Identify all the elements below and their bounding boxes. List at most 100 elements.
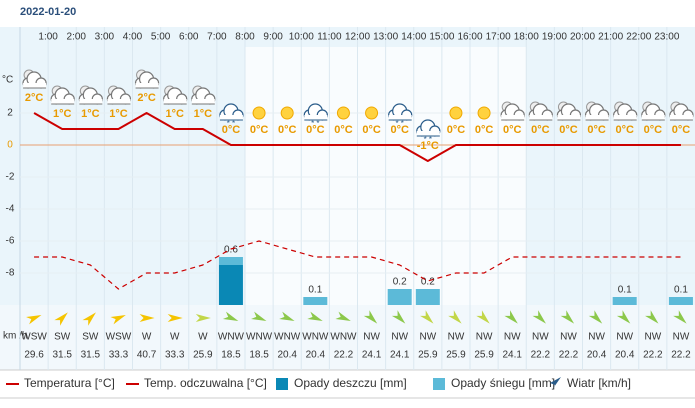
- legend-swatch: [550, 377, 561, 390]
- wind-arrow: [195, 314, 211, 322]
- temp-label: 0°C: [559, 124, 578, 136]
- x-tick-label: 19:00: [542, 32, 567, 43]
- snow-bar: [668, 297, 693, 305]
- wind-direction: W: [170, 332, 180, 343]
- legend-label: Temperatura [°C]: [24, 376, 115, 390]
- snow-bar: [303, 297, 328, 305]
- y-tick-label: -4: [6, 204, 15, 215]
- icon-part: [79, 99, 103, 104]
- wind-direction: NW: [391, 332, 408, 343]
- wind-speed: 25.9: [193, 350, 213, 361]
- temp-label: 0°C: [644, 124, 663, 136]
- icon-part: [135, 83, 159, 88]
- x-tick-label: 23:00: [654, 32, 679, 43]
- x-tick-label: 10:00: [289, 32, 314, 43]
- weather-icon: [78, 87, 103, 105]
- wind-direction: SW: [82, 332, 99, 343]
- weather-icon: [191, 87, 216, 105]
- legend-label: Opady śniegu [mm]: [451, 376, 555, 390]
- snow-bar: [612, 297, 637, 305]
- temp-label: -1°C: [417, 140, 439, 152]
- wind-direction: NW: [448, 332, 465, 343]
- temp-label: 0°C: [475, 124, 494, 136]
- wind-speed: 22.2: [671, 350, 691, 361]
- icon-part: [585, 115, 609, 120]
- weather-icon: [50, 87, 75, 105]
- wind-speed: 18.5: [249, 350, 269, 361]
- x-tick-label: 14:00: [401, 32, 426, 43]
- x-tick-label: 9:00: [263, 32, 283, 43]
- wind-speed: 22.2: [334, 350, 354, 361]
- precip-label: 0.1: [308, 285, 322, 296]
- wind-arrow: [673, 310, 687, 324]
- wind-arrow: [616, 310, 631, 324]
- x-tick-label: 12:00: [345, 32, 370, 43]
- wind-arrow: [588, 310, 603, 324]
- weather-icon: * *: [311, 119, 319, 128]
- wind-arrow: [251, 311, 267, 322]
- legend-label: Temp. odczuwalna [°C]: [144, 376, 267, 390]
- wind-speed: 33.3: [165, 350, 185, 361]
- weather-icon: [669, 103, 694, 121]
- x-tick-label: 15:00: [429, 32, 454, 43]
- x-tick-label: 6:00: [179, 32, 199, 43]
- x-tick-label: 2:00: [67, 32, 87, 43]
- wind-arrow: [279, 311, 295, 322]
- wind-bg: [0, 305, 695, 370]
- weather-icon: [336, 106, 350, 120]
- chart-title: 2022-01-20: [20, 6, 76, 18]
- x-tick-label: 21:00: [598, 32, 623, 43]
- temp-label: 0°C: [278, 124, 297, 136]
- weather-icon: [613, 103, 638, 121]
- temp-label: 1°C: [53, 108, 72, 120]
- feels-like-line: [34, 240, 681, 290]
- wind-direction: WNW: [246, 332, 273, 343]
- wind-speed: 24.1: [362, 350, 382, 361]
- x-tick-label: 17:00: [486, 32, 511, 43]
- wind-direction: NW: [644, 332, 661, 343]
- temp-label: 0°C: [306, 124, 325, 136]
- legend-swatch: [433, 378, 445, 390]
- wind-speed: 20.4: [277, 350, 297, 361]
- y-tick-label: -2: [6, 172, 15, 183]
- x-tick-label: 11:00: [317, 32, 342, 43]
- x-tick-label: 13:00: [373, 32, 398, 43]
- wind-speed: 31.5: [52, 350, 72, 361]
- snow-bar: [415, 289, 440, 305]
- temperature-line: [33, 112, 681, 162]
- x-tick-label: 22:00: [626, 32, 651, 43]
- temp-label: 0°C: [531, 124, 550, 136]
- wind-arrow: [26, 314, 42, 325]
- icon-part: [557, 115, 581, 120]
- wind-speed: 33.3: [109, 350, 129, 361]
- wind-arrow: [82, 312, 96, 326]
- icon-part: [23, 83, 47, 88]
- wind-speed: 25.9: [418, 350, 438, 361]
- wind-arrow: [448, 310, 462, 324]
- weather-icon: [584, 103, 610, 121]
- weather-icon: [500, 103, 525, 121]
- wind-direction: NW: [616, 332, 633, 343]
- wind-direction: WSW: [21, 332, 47, 343]
- rain-bar: [218, 265, 243, 305]
- weather-icon: [449, 106, 463, 120]
- x-tick-label: 3:00: [95, 32, 115, 43]
- wind-speed: 29.6: [24, 350, 44, 361]
- precip-label: 0.2: [421, 277, 435, 288]
- y-axis-label: °C: [2, 75, 13, 86]
- temp-label: 0°C: [250, 124, 269, 136]
- precip-label: 0.1: [674, 285, 688, 296]
- weather-icon: [528, 103, 553, 121]
- temp-label: 2°C: [137, 92, 156, 104]
- weather-icon: [163, 87, 188, 105]
- x-tick-label: 7:00: [207, 32, 227, 43]
- wind-axis-label: km /h: [3, 331, 27, 342]
- wind-arrow: [420, 310, 434, 324]
- x-tick-label: 8:00: [235, 32, 255, 43]
- precip-label: 0.6: [224, 245, 238, 256]
- x-tick-label: 20:00: [570, 32, 595, 43]
- weather-icon: * *: [395, 119, 403, 128]
- wind-arrow: [307, 311, 323, 322]
- x-tick-label: 18:00: [514, 32, 539, 43]
- wind-speed: 20.4: [587, 350, 607, 361]
